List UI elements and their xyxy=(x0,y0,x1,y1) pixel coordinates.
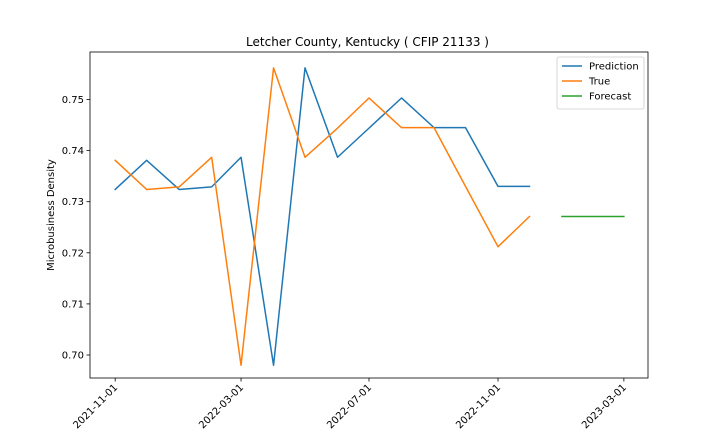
x-tick-label: 2022-07-01 xyxy=(325,382,374,431)
series-layer xyxy=(114,67,625,366)
x-tick-label: 2022-03-01 xyxy=(197,382,246,431)
legend-label: Forecast xyxy=(589,92,631,103)
x-tick-label: 2022-11-01 xyxy=(454,382,503,431)
x-tick-label: 2023-03-01 xyxy=(580,382,629,431)
y-tick-label: 0.75 xyxy=(62,95,84,106)
y-tick-label: 0.71 xyxy=(62,299,84,310)
x-tick-label: 2021-11-01 xyxy=(71,382,120,431)
legend-label: True xyxy=(588,77,610,88)
series-line-prediction xyxy=(114,67,531,366)
y-tick-label: 0.72 xyxy=(62,248,84,259)
text-layer: Letcher County, Kentucky ( CFIP 21133 ) … xyxy=(46,35,629,431)
y-tick-label: 0.74 xyxy=(62,146,84,157)
legend-label: Prediction xyxy=(589,62,639,73)
legend: Prediction True Forecast xyxy=(556,56,645,110)
axes-layer xyxy=(86,51,649,382)
y-tick-label: 0.70 xyxy=(62,351,84,362)
y-tick-label: 0.73 xyxy=(62,197,84,208)
chart-title: Letcher County, Kentucky ( CFIP 21133 ) xyxy=(246,35,489,49)
series-line-true xyxy=(114,67,531,366)
y-axis-title: Microbusiness Density xyxy=(46,159,57,271)
